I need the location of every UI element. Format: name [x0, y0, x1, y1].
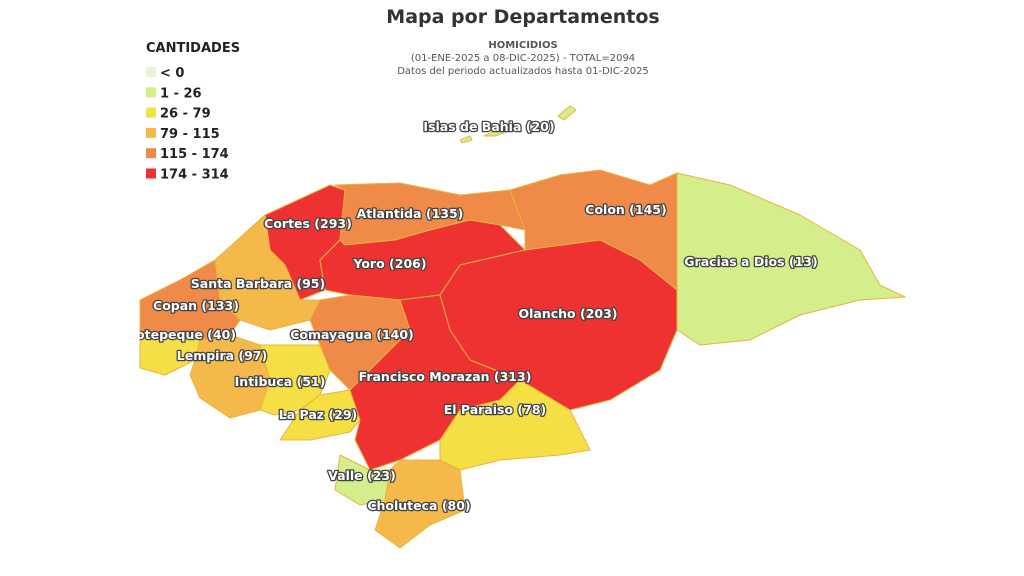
department-label: Ocotepeque (40): [118, 327, 236, 342]
department-shape[interactable]: [279, 389, 361, 441]
department-label: Cortes (293): [264, 216, 352, 231]
legend-label: < 0: [160, 66, 184, 81]
legend-swatch: [146, 67, 156, 77]
legend-label: 26 - 79: [160, 107, 211, 122]
department-label: Lempira (97): [177, 348, 267, 363]
legend-items: < 0 1 - 26 26 - 79 79 - 115 115 - 174 174 - 3…: [146, 66, 229, 183]
map: [139, 105, 906, 549]
department-shape[interactable]: [349, 294, 521, 471]
department-label: Colon (145): [585, 202, 666, 217]
department-label: Copan (133): [153, 298, 239, 313]
department-shape[interactable]: [459, 135, 473, 144]
legend-label: 115 - 174: [160, 147, 229, 162]
legend-title: CANTIDADES: [146, 41, 240, 56]
legend-label: 1 - 26: [160, 86, 202, 101]
legend-swatch: [146, 168, 156, 179]
department-label: Atlantida (135): [357, 206, 464, 221]
department-label: Santa Barbara (95): [191, 276, 325, 291]
department-label: Comayagua (140): [290, 327, 414, 342]
legend-label: 174 - 314: [160, 168, 229, 183]
department-label: El Paraiso (78): [444, 402, 547, 417]
department-label: Olancho (203): [518, 306, 617, 321]
legend-swatch: [146, 148, 156, 159]
department-label: Valle (23): [328, 468, 396, 483]
department-label: Choluteca (80): [367, 498, 470, 513]
legend: CANTIDADES < 0 1 - 26 26 - 79 79 - 115 115 -…: [146, 41, 240, 183]
department-label: Gracias a Dios (13): [684, 254, 817, 269]
legend-label: 79 - 115: [160, 127, 220, 142]
department-label: Francisco Morazan (313): [359, 369, 532, 384]
department-label: La Paz (29): [279, 407, 357, 422]
legend-swatch: [146, 107, 156, 118]
labels: Islas de Bahia (20) Cortes (293) Atlanti…: [118, 118, 819, 515]
department-shape[interactable]: [557, 105, 577, 121]
department-shape[interactable]: [483, 123, 516, 137]
legend-swatch: [146, 87, 156, 98]
department-label: Yoro (206): [352, 256, 426, 271]
map-title: Mapa por Departamentos: [386, 6, 659, 28]
department-label: Islas de Bahia (20): [423, 119, 554, 134]
department-label: Intibuca (51): [235, 374, 326, 389]
department-shape[interactable]: [676, 172, 906, 346]
subtitle: HOMICIDIOS: [488, 40, 557, 51]
department-shape[interactable]: [374, 459, 466, 549]
legend-swatch: [146, 127, 156, 138]
subtitle: Datos del periodo actualizados hasta 01-…: [397, 66, 649, 77]
subtitle: (01-ENE-2025 a 08-DIC-2025) - TOTAL=2094: [411, 53, 635, 64]
